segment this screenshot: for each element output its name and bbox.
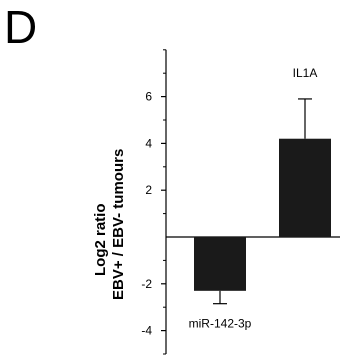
y-tick-label: 4 [145, 136, 152, 150]
y-tick-label: 6 [145, 90, 152, 104]
bar-mir-142-3p [194, 237, 246, 291]
category-label: miR-142-3p [189, 317, 252, 331]
bar-il1a [279, 138, 331, 237]
category-label: IL1A [293, 66, 318, 80]
y-tick-label: -2 [141, 277, 152, 291]
y-tick-label: -4 [141, 324, 152, 338]
y-tick-label: 2 [145, 183, 152, 197]
panel-letter: D [4, 1, 38, 53]
